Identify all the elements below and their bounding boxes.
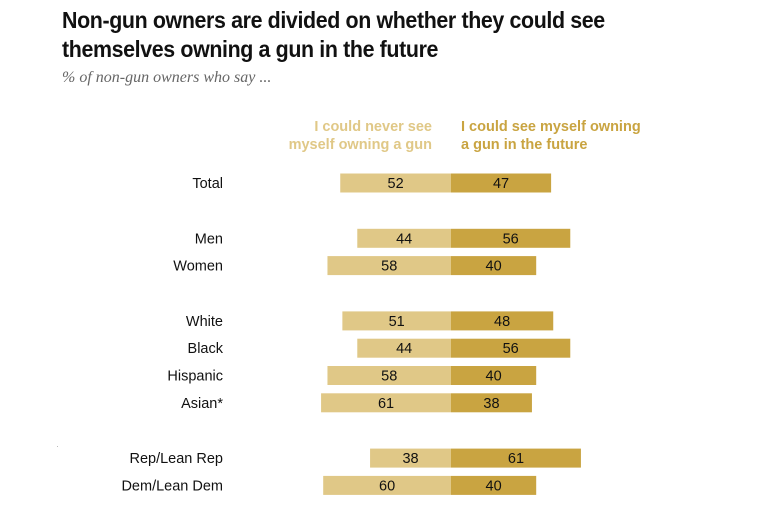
value-label-could-asian: 38	[483, 396, 499, 412]
bar-never-black	[357, 338, 451, 358]
category-label-black: Black	[188, 341, 224, 357]
bar-could-women	[451, 256, 537, 276]
value-label-never-black: 44	[396, 341, 412, 357]
bar-never-dem-lean-dem	[323, 475, 451, 495]
chart-subtitle: % of non-gun owners who say ...	[62, 69, 272, 86]
category-label-hispanic: Hispanic	[167, 369, 223, 385]
value-label-never-asian: 61	[378, 396, 394, 412]
value-label-never-dem-lean-dem: 60	[379, 478, 395, 494]
value-label-never-total: 52	[388, 176, 404, 192]
bar-never-women	[327, 256, 451, 276]
legend-could-line1: I could see myself owning	[461, 119, 641, 135]
bar-never-white	[342, 311, 451, 331]
value-label-never-rep-lean-rep: 38	[402, 451, 418, 467]
value-label-never-men: 44	[396, 231, 412, 247]
legend-never-line1: I could never see	[314, 119, 432, 135]
bar-could-black	[451, 338, 571, 358]
legend-could: I could see myself owning a gun in the f…	[461, 118, 641, 154]
value-label-could-women: 40	[486, 259, 502, 275]
bar-never-asian	[321, 393, 451, 413]
bar-never-men	[357, 228, 451, 248]
legend-never-line2: myself owning a gun	[288, 137, 432, 153]
category-label-white: White	[186, 314, 223, 330]
bar-could-asian	[451, 393, 532, 413]
category-label-dem-lean-dem: Dem/Lean Dem	[121, 478, 223, 494]
value-label-could-men: 56	[503, 231, 519, 247]
bar-never-hispanic	[327, 366, 451, 385]
chart-title: Non-gun owners are divided on whether th…	[62, 7, 605, 62]
legend-could-line2: a gun in the future	[461, 137, 588, 153]
value-label-could-hispanic: 40	[486, 369, 502, 385]
value-label-could-black: 56	[503, 341, 519, 357]
value-label-could-white: 48	[494, 314, 510, 330]
legend-never: I could never see myself owning a gun	[289, 118, 432, 154]
stray-dot	[57, 446, 58, 447]
value-label-never-women: 58	[381, 259, 397, 275]
value-label-never-white: 51	[389, 314, 405, 330]
bar-never-total	[340, 173, 451, 193]
category-label-men: Men	[195, 231, 223, 247]
value-label-could-rep-lean-rep: 61	[508, 451, 524, 467]
value-label-could-dem-lean-dem: 40	[486, 478, 502, 494]
bar-could-total	[451, 173, 552, 193]
category-label-total: Total	[192, 176, 223, 192]
bar-could-white	[451, 311, 554, 331]
bar-never-rep-lean-rep	[370, 448, 451, 468]
bar-could-men	[451, 228, 571, 248]
bar-could-rep-lean-rep	[451, 448, 581, 468]
bar-could-dem-lean-dem	[451, 475, 537, 495]
value-label-never-hispanic: 58	[381, 369, 397, 385]
category-label-asian: Asian*	[181, 396, 223, 412]
category-label-women: Women	[173, 259, 223, 275]
value-label-could-total: 47	[493, 176, 509, 192]
category-label-rep-lean-rep: Rep/Lean Rep	[129, 451, 223, 467]
bar-could-hispanic	[451, 366, 537, 385]
